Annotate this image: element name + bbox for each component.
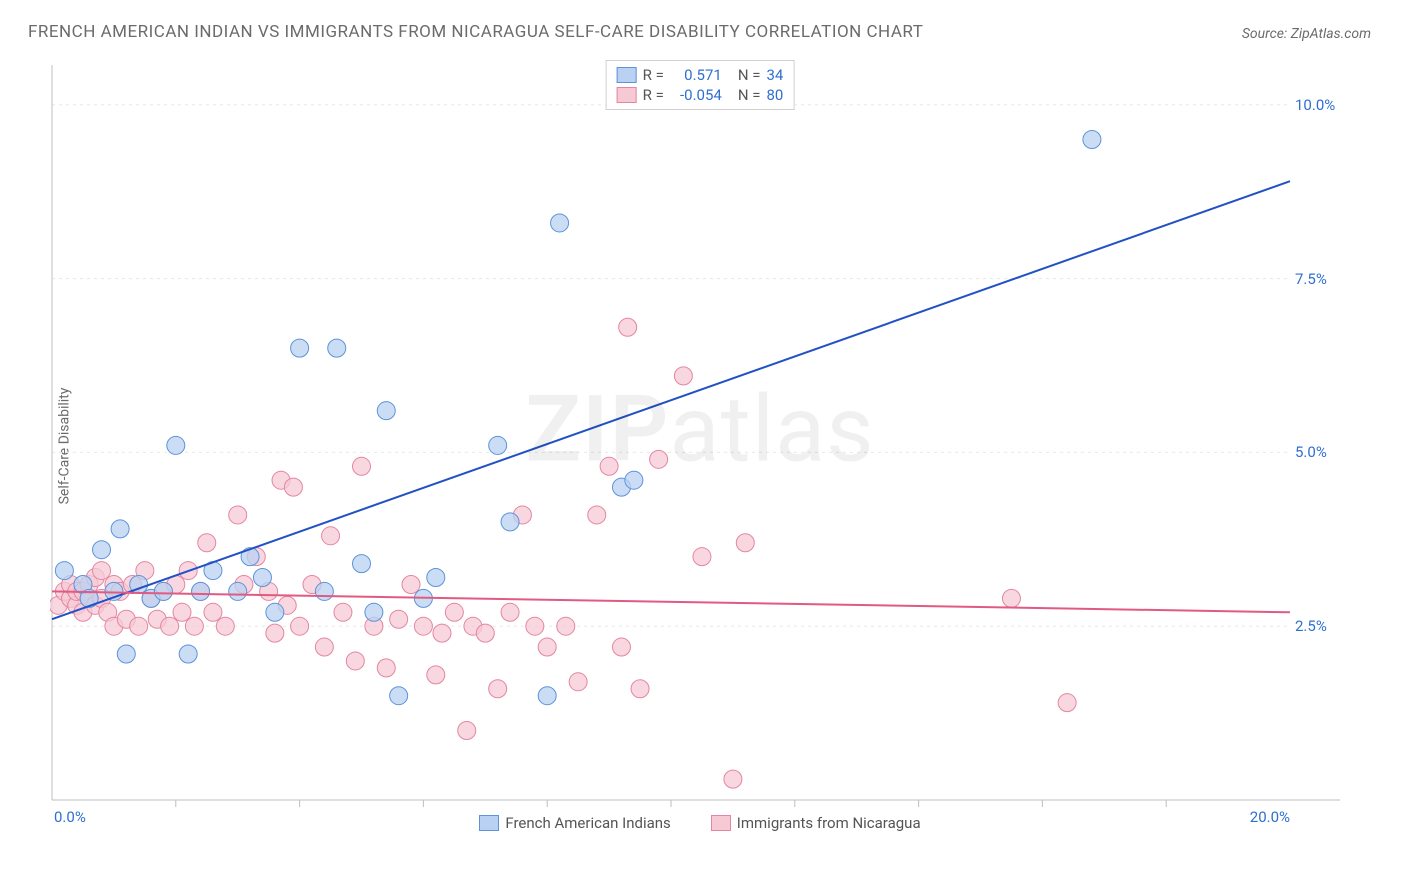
data-point xyxy=(130,617,148,635)
data-point xyxy=(402,575,420,593)
data-point xyxy=(489,680,507,698)
data-point xyxy=(538,638,556,656)
data-point xyxy=(93,562,111,580)
data-point xyxy=(216,617,234,635)
data-point xyxy=(414,617,432,635)
series-name: French American Indians xyxy=(505,814,670,832)
data-point xyxy=(117,645,135,663)
r-label: R = xyxy=(643,85,664,105)
data-point xyxy=(390,687,408,705)
data-point xyxy=(538,687,556,705)
data-point xyxy=(674,367,692,385)
data-point xyxy=(476,624,494,642)
source-credit: Source: ZipAtlas.com xyxy=(1242,26,1371,42)
legend-swatch xyxy=(617,67,637,83)
data-point xyxy=(724,770,742,788)
legend-swatch xyxy=(711,815,731,831)
data-point xyxy=(501,603,519,621)
data-point xyxy=(427,569,445,587)
regression-line xyxy=(52,591,1290,612)
plot-area: 0.0%20.0% ZIPatlas R =0.571N =34R =-0.05… xyxy=(50,60,1350,830)
data-point xyxy=(291,339,309,357)
data-point xyxy=(284,478,302,496)
data-point xyxy=(353,555,371,573)
correlation-legend: R = 0.571 N =34 R = -0.054 N =80 xyxy=(606,60,795,110)
series-legend: French American Indians Immigrants from N… xyxy=(50,814,1350,832)
data-point xyxy=(619,318,637,336)
data-point xyxy=(204,603,222,621)
data-point xyxy=(328,339,346,357)
data-point xyxy=(526,617,544,635)
data-point xyxy=(557,617,575,635)
data-point xyxy=(192,582,210,600)
data-point xyxy=(1002,589,1020,607)
n-label: N = xyxy=(738,65,761,85)
data-point xyxy=(427,666,445,684)
data-point xyxy=(612,638,630,656)
data-point xyxy=(458,721,476,739)
data-point xyxy=(600,457,618,475)
series-name: Immigrants from Nicaragua xyxy=(737,814,921,832)
scatter-svg: 0.0%20.0% xyxy=(50,60,1350,830)
data-point xyxy=(229,506,247,524)
data-point xyxy=(266,603,284,621)
data-point xyxy=(93,541,111,559)
data-point xyxy=(501,513,519,531)
legend-swatch xyxy=(617,87,637,103)
data-point xyxy=(390,610,408,628)
data-point xyxy=(322,527,340,545)
data-point xyxy=(377,659,395,677)
data-point xyxy=(445,603,463,621)
data-point xyxy=(736,534,754,552)
data-point xyxy=(315,638,333,656)
data-point xyxy=(569,673,587,691)
data-point xyxy=(266,624,284,642)
legend-item: Immigrants from Nicaragua xyxy=(711,814,921,832)
data-point xyxy=(185,617,203,635)
data-point xyxy=(161,617,179,635)
legend-row: R = -0.054 N =80 xyxy=(617,85,784,105)
legend-swatch xyxy=(479,815,499,831)
data-point xyxy=(315,582,333,600)
y-tick-label: 7.5% xyxy=(1295,270,1345,288)
data-point xyxy=(198,534,216,552)
y-tick-label: 10.0% xyxy=(1295,96,1345,114)
data-point xyxy=(334,603,352,621)
data-point xyxy=(551,214,569,232)
data-point xyxy=(693,548,711,566)
n-value: 34 xyxy=(766,65,783,85)
data-point xyxy=(253,569,271,587)
r-label: R = xyxy=(643,65,664,85)
data-point xyxy=(55,562,73,580)
data-point xyxy=(489,436,507,454)
y-tick-label: 5.0% xyxy=(1295,443,1345,461)
chart-title: FRENCH AMERICAN INDIAN VS IMMIGRANTS FRO… xyxy=(28,22,923,42)
data-point xyxy=(229,582,247,600)
data-point xyxy=(346,652,364,670)
data-point xyxy=(365,603,383,621)
n-label: N = xyxy=(738,85,761,105)
data-point xyxy=(625,471,643,489)
r-value: 0.571 xyxy=(670,65,722,85)
data-point xyxy=(291,617,309,635)
data-point xyxy=(588,506,606,524)
data-point xyxy=(1083,131,1101,149)
data-point xyxy=(179,645,197,663)
legend-item: French American Indians xyxy=(479,814,670,832)
data-point xyxy=(353,457,371,475)
data-point xyxy=(377,402,395,420)
data-point xyxy=(1058,694,1076,712)
r-value: -0.054 xyxy=(670,85,722,105)
regression-line xyxy=(52,181,1290,619)
data-point xyxy=(631,680,649,698)
data-point xyxy=(433,624,451,642)
data-point xyxy=(173,603,191,621)
data-point xyxy=(650,450,668,468)
n-value: 80 xyxy=(766,85,783,105)
data-point xyxy=(154,582,172,600)
data-point xyxy=(111,520,129,538)
y-tick-label: 2.5% xyxy=(1295,617,1345,635)
data-point xyxy=(167,436,185,454)
legend-row: R = 0.571 N =34 xyxy=(617,65,784,85)
